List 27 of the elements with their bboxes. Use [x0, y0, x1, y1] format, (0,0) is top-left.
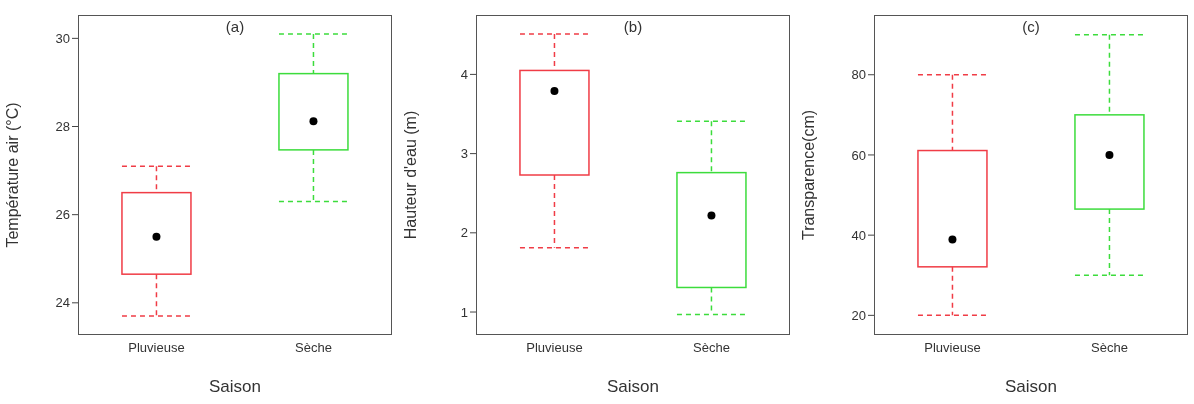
y-tick-label: 26	[55, 207, 70, 223]
y-axis-title: Température air (°C)	[3, 102, 21, 248]
chart-title: (c)	[1021, 18, 1041, 35]
x-tick-label: Sèche	[295, 340, 332, 356]
y-tick-label: 2	[460, 225, 468, 241]
chart-title: (a)	[224, 18, 246, 35]
x-axis-title: Saison	[1005, 377, 1057, 396]
x-tick-label: Sèche	[693, 340, 730, 356]
chart-title: (b)	[622, 18, 644, 35]
y-tick-label: 60	[851, 147, 866, 163]
y-tick-label: 3	[460, 146, 468, 162]
y-axis-title: Hauteur d'eau (m)	[401, 110, 419, 240]
x-tick-label: Pluvieuse	[924, 340, 981, 356]
y-tick-label: 24	[55, 295, 70, 311]
y-axis-title: Transparence(cm)	[799, 109, 817, 241]
y-tick-label: 4	[460, 67, 468, 83]
x-tick-label: Sèche	[1091, 340, 1128, 356]
x-axis-title: Saison	[209, 377, 261, 396]
y-tick-label: 80	[851, 67, 866, 83]
y-tick-label: 30	[55, 30, 70, 46]
x-tick-label: Pluvieuse	[128, 340, 185, 356]
x-tick-label: Pluvieuse	[526, 340, 583, 356]
y-tick-label: 1	[460, 304, 468, 320]
x-axis-title: Saison	[607, 377, 659, 396]
y-tick-label: 40	[851, 227, 866, 243]
y-tick-label: 28	[55, 119, 70, 135]
y-tick-label: 20	[851, 307, 866, 323]
